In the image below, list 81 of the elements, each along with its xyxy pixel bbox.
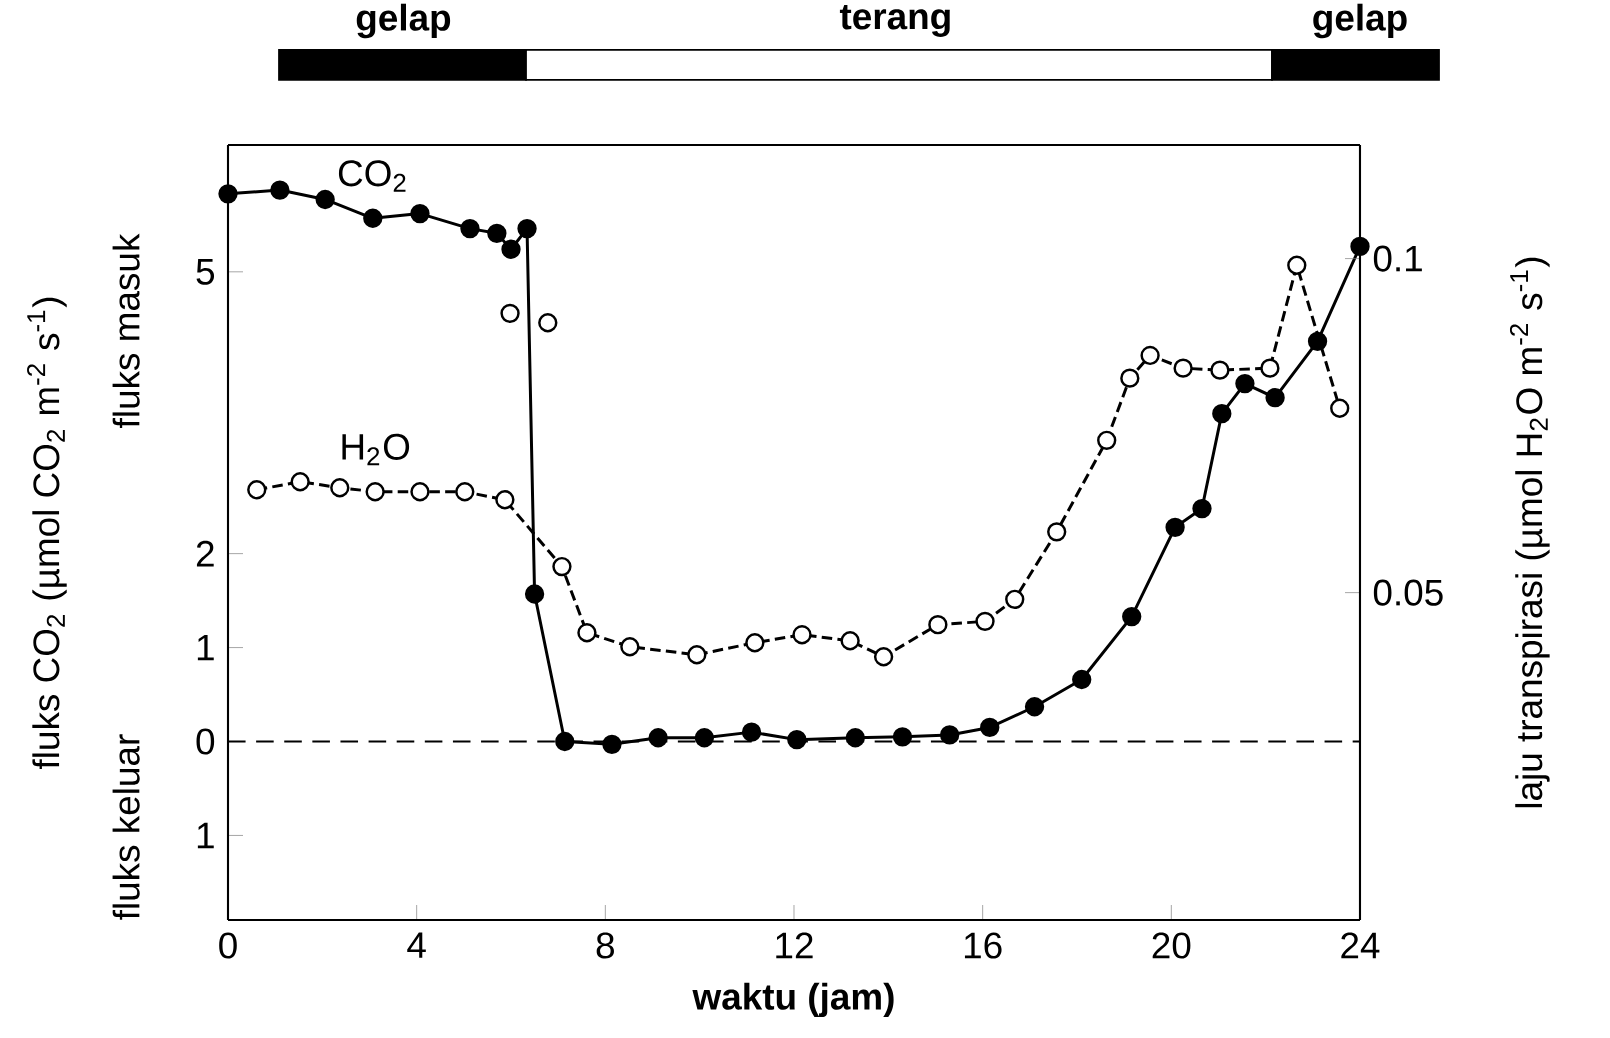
x-tick-label: 20 <box>1152 932 1191 959</box>
point <box>840 631 860 651</box>
y-tick-label: 2 <box>196 540 214 567</box>
text: gelap <box>1313 3 1407 39</box>
x-tick-label: 12 <box>776 932 813 959</box>
point <box>1047 522 1067 542</box>
y-tick-label: 1 <box>197 634 214 661</box>
point <box>538 313 558 333</box>
point <box>1330 398 1350 418</box>
point <box>1122 606 1142 627</box>
point <box>1173 358 1193 378</box>
point <box>687 645 707 665</box>
point <box>517 218 537 239</box>
point <box>455 482 475 502</box>
point <box>1192 498 1212 519</box>
point <box>1024 697 1045 717</box>
point <box>555 731 575 752</box>
point <box>500 303 520 324</box>
point <box>365 482 385 502</box>
point <box>577 623 597 643</box>
series-label: CO$_{2}$ <box>338 160 406 192</box>
point <box>845 728 865 748</box>
text: fluks CO$_{2}$ (µmol CO$_{2}$ m$^{-2}$ s$^{-1}$) <box>27 297 67 770</box>
point <box>1212 403 1232 424</box>
point <box>741 722 762 742</box>
point <box>602 734 622 754</box>
point <box>975 611 995 632</box>
point <box>1072 669 1092 690</box>
point <box>410 203 430 224</box>
point <box>1260 358 1280 378</box>
y2-tick-label: 0.05 <box>1373 579 1443 606</box>
point <box>792 625 812 645</box>
point <box>787 729 807 750</box>
point <box>1165 517 1185 537</box>
point <box>218 184 238 204</box>
x-tick-label: 0 <box>219 932 237 959</box>
point <box>460 218 480 239</box>
point <box>928 615 948 635</box>
y-tick-label: 5 <box>196 258 215 285</box>
y2-tick-label: 0.1 <box>1373 245 1422 272</box>
point <box>1287 255 1307 275</box>
x-tick-label: 16 <box>964 932 1002 959</box>
point <box>290 472 310 492</box>
series-label: H$_{2}$O <box>342 433 410 466</box>
point <box>620 637 640 657</box>
point <box>1120 368 1140 388</box>
point <box>247 480 267 500</box>
x-tick-label: 24 <box>1341 932 1380 959</box>
point <box>1265 388 1285 408</box>
text: terang <box>839 5 950 37</box>
point <box>552 556 572 577</box>
point <box>495 490 515 510</box>
point <box>1005 589 1025 609</box>
text: fluks masuk <box>112 233 140 428</box>
point <box>648 728 668 748</box>
point <box>330 478 350 498</box>
y2-axis-title: laju transpirasi (µmol H$_{2}$O m$^{-2}$ s$^{-1}$) <box>1509 257 1550 808</box>
point <box>1210 360 1230 380</box>
point <box>892 727 913 747</box>
point <box>980 717 1000 738</box>
point <box>524 584 545 604</box>
text: gelap <box>356 3 451 39</box>
point <box>487 223 507 243</box>
y-tick-label: 1 <box>197 822 214 849</box>
point <box>1235 373 1255 394</box>
point <box>315 189 335 210</box>
x-tick-label: 8 <box>596 932 614 959</box>
point <box>501 239 521 259</box>
point <box>270 180 290 200</box>
point <box>1097 430 1117 450</box>
x-axis-title: waktu (jam) <box>692 982 894 1018</box>
point <box>363 208 383 228</box>
point <box>745 633 765 653</box>
point <box>694 728 715 748</box>
point <box>873 647 894 667</box>
point <box>410 482 430 502</box>
y-tick-label: 0 <box>196 728 215 755</box>
x-tick-label: 4 <box>407 932 426 958</box>
point <box>1140 345 1160 366</box>
text: fluks keluar <box>112 734 140 920</box>
point <box>939 725 960 745</box>
